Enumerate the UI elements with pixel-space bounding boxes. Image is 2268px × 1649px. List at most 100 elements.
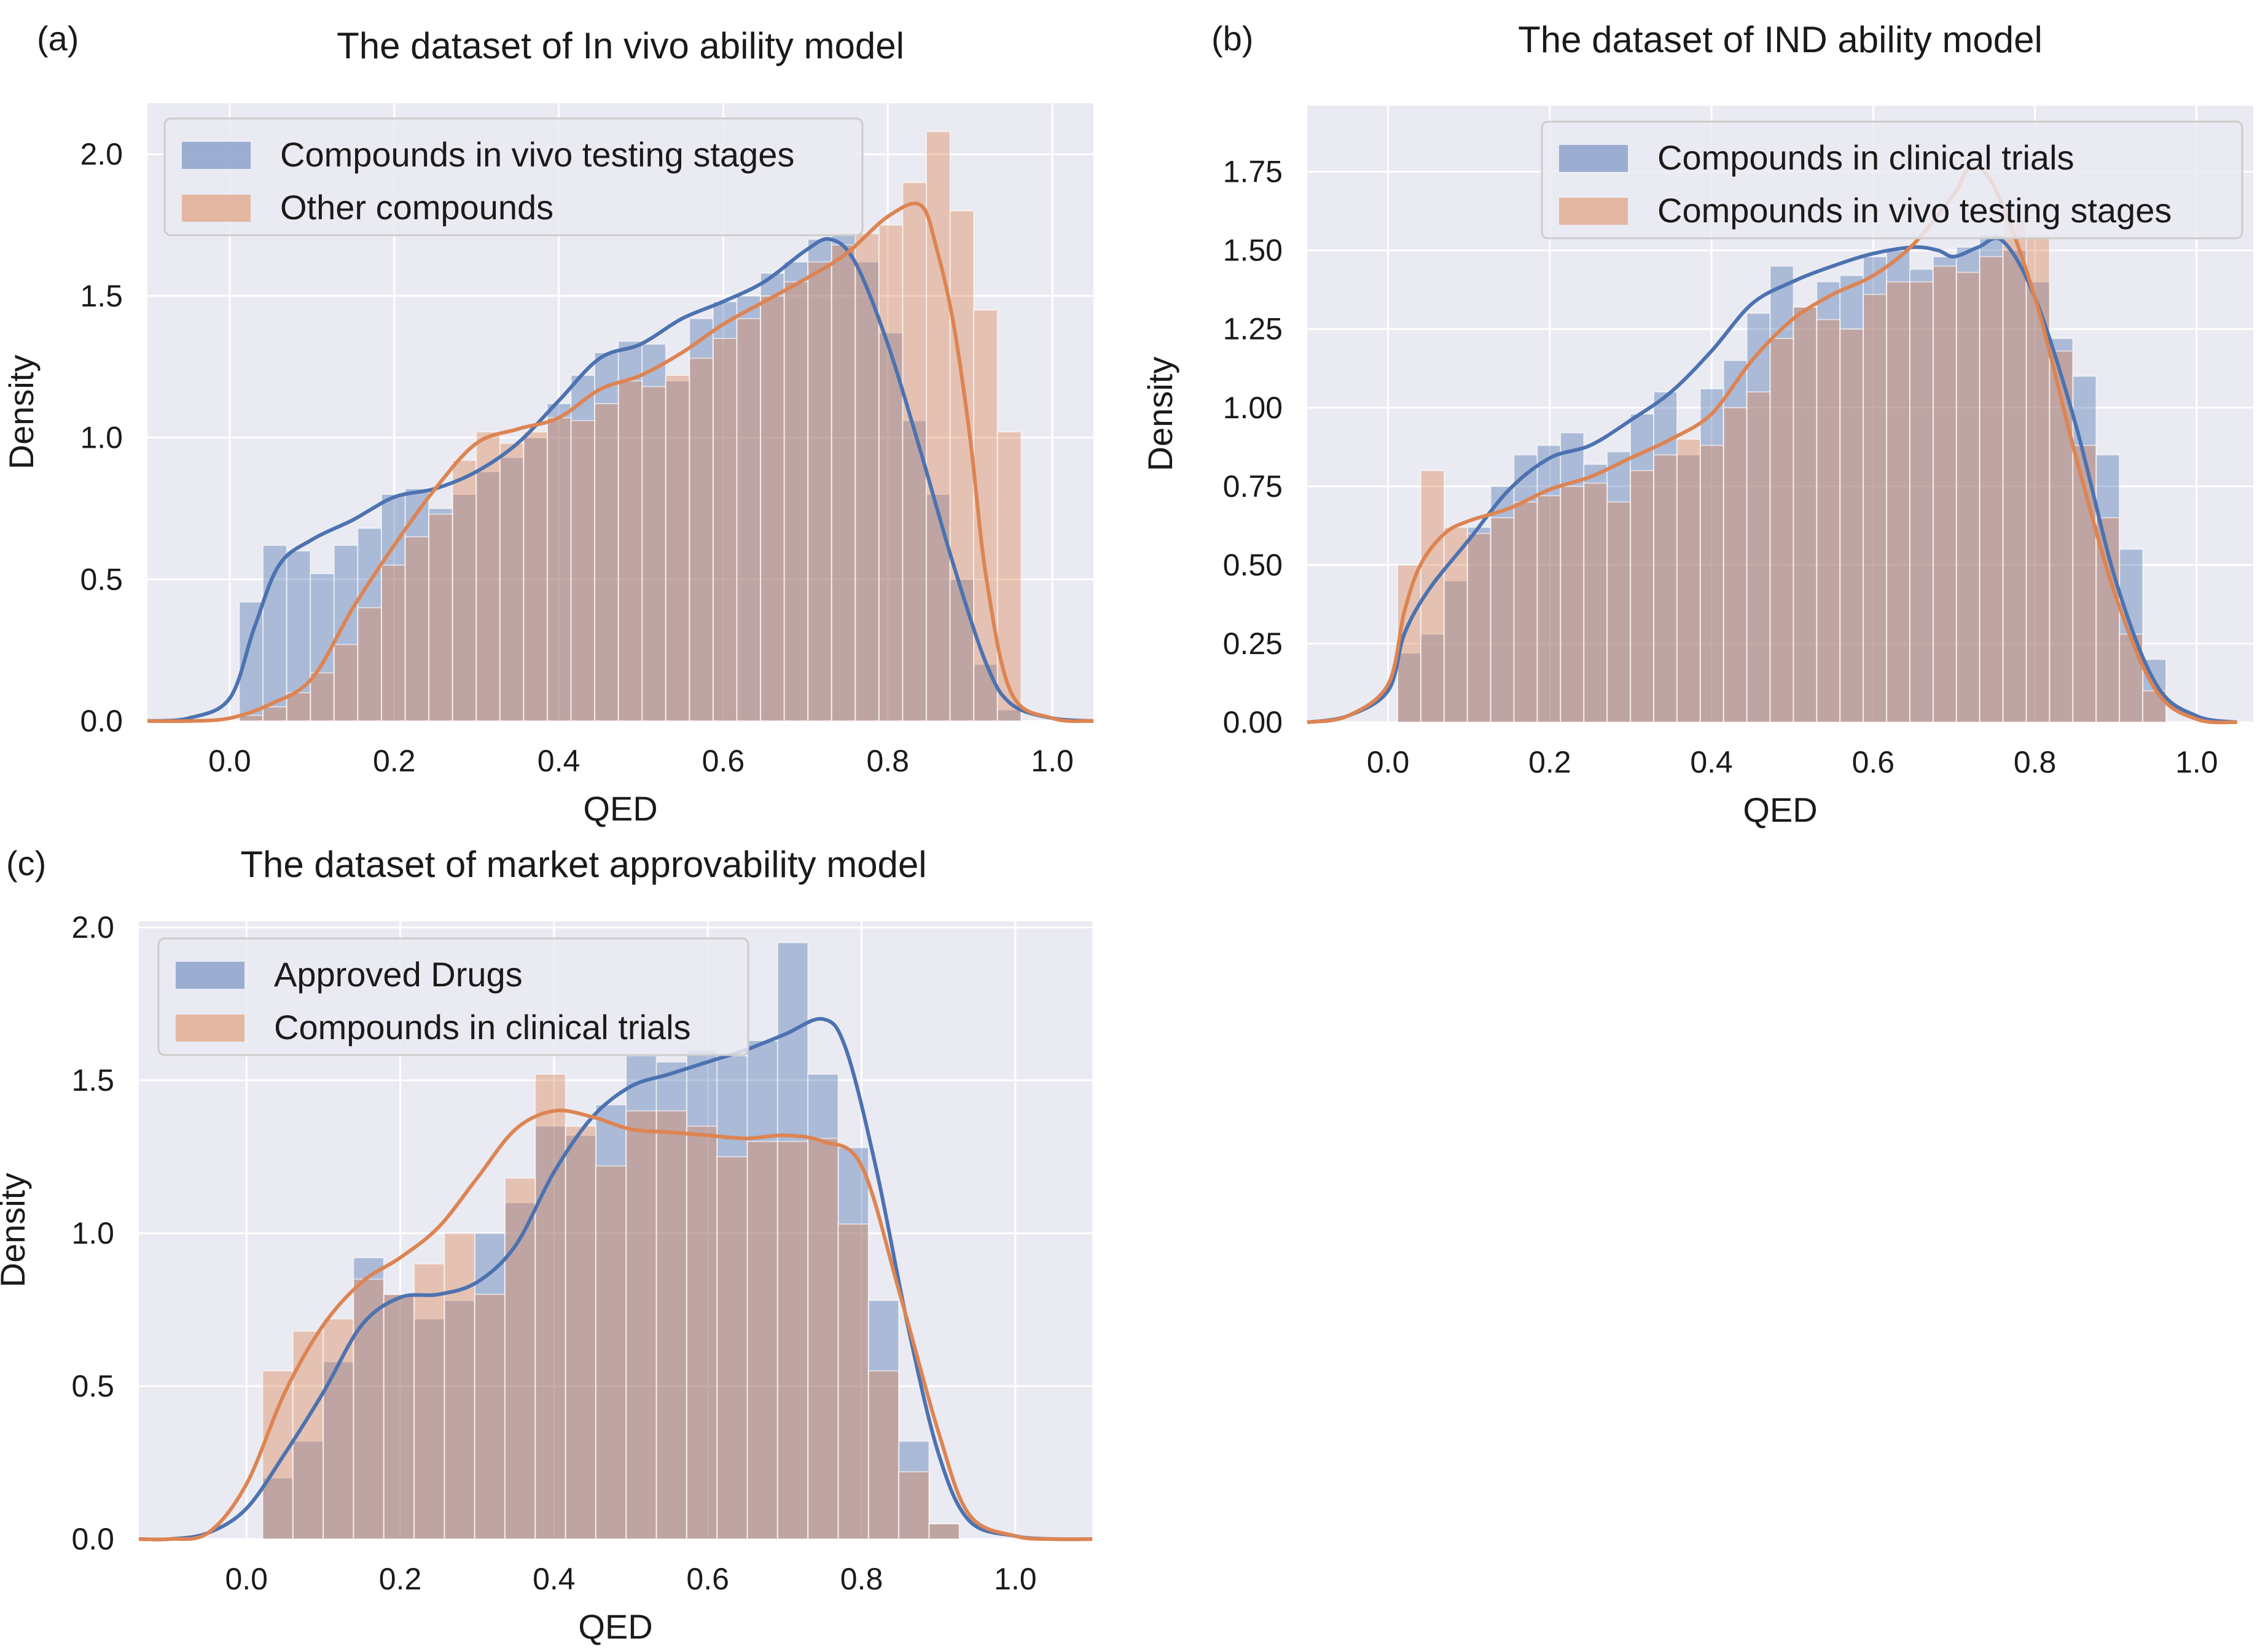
- hist-bar: [641, 386, 667, 722]
- y-tick-label: 1.5: [80, 279, 123, 313]
- hist-bar: [383, 1293, 415, 1540]
- legend-swatch-blue: [176, 962, 244, 989]
- hist-bar: [1723, 407, 1748, 723]
- legend-swatch-orange: [1559, 198, 1628, 225]
- y-tick-label: 0.5: [80, 562, 123, 596]
- x-tick-label: 1.0: [994, 1562, 1037, 1596]
- hist-bar: [1746, 391, 1771, 723]
- x-tick-label: 0.6: [686, 1562, 729, 1596]
- x-tick-label: 1.0: [1031, 744, 1074, 778]
- hist-bar: [655, 1110, 687, 1540]
- panel-label: (b): [1211, 19, 1253, 58]
- y-tick-label: 1.75: [1223, 155, 1283, 189]
- hist-bar: [783, 281, 809, 722]
- hist-bar: [1653, 454, 1678, 723]
- hist-bar: [996, 431, 1022, 722]
- hist-bar: [617, 380, 643, 722]
- hist-bar: [1676, 438, 1701, 723]
- hist-bar: [1630, 470, 1655, 723]
- y-tick-label: 0.50: [1223, 548, 1283, 582]
- hist-bar: [625, 1055, 657, 1540]
- hist-bar: [783, 261, 809, 722]
- chart-title: The dataset of In vivo ability model: [337, 25, 904, 66]
- hist-bar: [712, 301, 738, 722]
- hist-bar: [1769, 338, 1794, 723]
- x-tick-label: 0.6: [1852, 745, 1895, 779]
- hist-bar: [546, 417, 572, 722]
- hist-bar: [475, 431, 501, 722]
- x-tick-label: 0.8: [866, 744, 909, 778]
- hist-bar: [292, 1440, 324, 1540]
- hist-bar: [1560, 485, 1585, 723]
- hist-bar: [1466, 532, 1492, 723]
- x-tick-label: 0.8: [840, 1562, 883, 1596]
- hist-bar: [380, 564, 406, 722]
- hist-bar: [1746, 313, 1771, 723]
- legend: Compounds in clinical trials Compounds in…: [1541, 120, 2243, 240]
- y-tick-label: 2.0: [80, 137, 123, 171]
- y-tick-label: 0.0: [80, 704, 123, 738]
- hist-bar: [534, 1074, 566, 1540]
- hist-bar: [949, 210, 975, 722]
- hist-bar: [1863, 294, 1888, 723]
- kde-line-blue: [1307, 236, 2238, 724]
- hist-bar: [807, 238, 832, 722]
- hist-bar: [262, 1477, 294, 1540]
- kde-line-orange: [138, 1109, 1093, 1542]
- x-tick-label: 0.0: [208, 744, 251, 778]
- kde-line-blue: [138, 1016, 1093, 1542]
- y-tick-label: 2.0: [71, 910, 114, 945]
- y-tick-label: 0.00: [1223, 705, 1283, 739]
- hist-bar: [523, 431, 548, 722]
- hist-bar: [1490, 485, 1515, 723]
- hist-bar: [736, 318, 762, 722]
- hist-bar: [736, 295, 762, 722]
- hist-bar: [1955, 271, 1981, 723]
- x-axis-label: QED: [583, 789, 657, 828]
- hist-bar: [1583, 482, 1608, 723]
- y-tick-label: 0.5: [71, 1369, 114, 1403]
- hist-bar: [928, 1523, 960, 1540]
- hist-bar: [746, 1140, 778, 1540]
- hist-bar: [413, 1263, 445, 1540]
- hist-bar: [353, 1278, 385, 1540]
- hist-bar: [262, 1370, 294, 1540]
- hist-bar: [2025, 281, 2051, 723]
- hist-bar: [617, 340, 643, 722]
- y-tick-label: 1.0: [80, 421, 123, 455]
- x-tick-label: 0.2: [379, 1562, 422, 1596]
- y-tick-label: 1.5: [71, 1063, 114, 1097]
- hist-bar: [262, 706, 287, 722]
- y-tick-label: 1.25: [1223, 312, 1283, 346]
- x-tick-label: 1.0: [2175, 745, 2218, 779]
- x-tick-label: 0.0: [1367, 745, 1410, 779]
- hist-bar: [854, 233, 880, 722]
- hist-bar: [625, 1110, 657, 1540]
- y-tick-label: 1.0: [71, 1216, 114, 1250]
- hist-bar: [689, 357, 714, 722]
- hist-bar: [1979, 255, 2004, 723]
- hist-bar: [474, 1293, 506, 1540]
- hist-bar: [428, 507, 453, 722]
- hist-bar: [595, 1104, 627, 1540]
- x-axis-label: QED: [1743, 790, 1817, 829]
- hist-bar: [323, 1361, 354, 1540]
- hist-bar: [760, 295, 785, 722]
- hist-bar: [323, 1318, 354, 1540]
- hist-bar: [1863, 255, 1888, 723]
- chart-panel-c: 0.0 0.2 0.4 0.6 0.8 1.0 0.0 0.5 1.0 1.5 2.0 QED Dens…: [0, 844, 1093, 1646]
- hist-bar: [475, 470, 501, 722]
- hist-bar: [665, 375, 690, 722]
- hist-bar: [1490, 517, 1515, 723]
- hist-bar: [310, 672, 335, 722]
- legend-swatch-orange: [182, 195, 251, 222]
- hist-bar: [807, 1137, 839, 1540]
- y-axis-label: Density: [0, 1173, 32, 1288]
- hist-bar: [712, 338, 738, 722]
- hist-bar: [357, 607, 382, 722]
- hist-bar: [1699, 445, 1724, 723]
- y-axis-label: Density: [1141, 357, 1179, 472]
- hist-series-blue: [238, 233, 1022, 722]
- x-tick-label: 0.0: [225, 1562, 268, 1596]
